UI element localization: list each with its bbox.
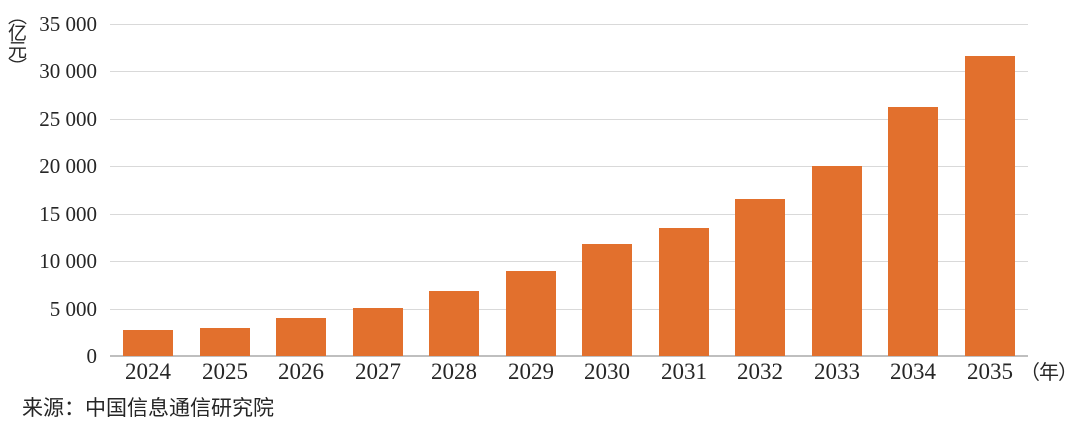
gridline [110, 261, 1028, 262]
gridline [110, 214, 1028, 215]
y-tick-label: 0 [86, 344, 98, 368]
y-axis-unit-label: （亿元） [5, 6, 26, 74]
x-tick-label: 2028 [431, 359, 477, 384]
x-tick-label: 2031 [661, 359, 707, 384]
bar-2034 [888, 107, 938, 356]
x-axis-unit-label: （年） [1020, 362, 1078, 384]
source-note: 来源：中国信息通信研究院 [22, 396, 274, 420]
plot-area [110, 24, 1028, 357]
gridline [110, 309, 1028, 310]
bar-2029 [506, 271, 556, 356]
bar-2024 [123, 330, 173, 356]
y-tick-label: 25 000 [39, 107, 97, 131]
bar-2033 [812, 166, 862, 356]
bar-2035 [965, 56, 1015, 356]
x-axis-line [110, 355, 1028, 357]
x-axis-tick-labels: 2024 2025 2026 2027 2028 2029 2030 2031 2032 2033… [110, 359, 1028, 387]
bar-2031 [659, 228, 709, 356]
y-axis-tick-labels: 0 5 000 10 000 15 000 20 000 25 000 30 000 35 0… [0, 12, 97, 368]
bar-2026 [276, 318, 326, 356]
bar-2027 [353, 308, 403, 356]
y-tick-label: 35 000 [39, 12, 97, 36]
gridline [110, 119, 1028, 120]
x-tick-label: 2032 [737, 359, 783, 384]
y-tick-label: 30 000 [39, 59, 97, 83]
bar-2032 [735, 199, 785, 356]
y-tick-label: 10 000 [39, 249, 97, 273]
bar-2028 [429, 291, 479, 356]
x-tick-label: 2030 [584, 359, 630, 384]
x-tick-label: 2033 [814, 359, 860, 384]
x-tick-label: 2025 [202, 359, 248, 384]
x-tick-label: 2026 [278, 359, 324, 384]
x-tick-label: 2024 [125, 359, 171, 384]
gridline [110, 24, 1028, 25]
y-tick-label: 5 000 [49, 297, 97, 321]
x-tick-label: 2029 [508, 359, 554, 384]
y-tick-label: 15 000 [39, 202, 97, 226]
x-tick-label: 2035 [967, 359, 1013, 384]
y-tick-label: 20 000 [39, 154, 97, 178]
x-tick-label: 2034 [890, 359, 936, 384]
bar-2030 [582, 244, 632, 356]
gridline [110, 71, 1028, 72]
bar-2025 [200, 328, 250, 356]
x-tick-label: 2027 [355, 359, 401, 384]
gridline [110, 166, 1028, 167]
